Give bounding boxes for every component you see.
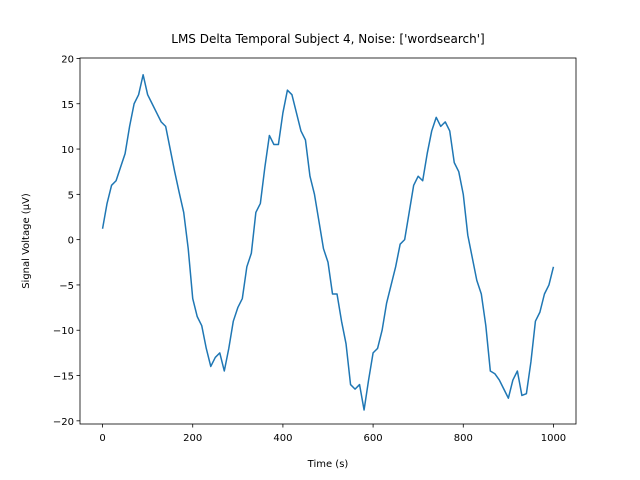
y-tick-label: −15 — [53, 372, 74, 383]
x-axis-label: Time (s) — [307, 459, 349, 470]
y-tick-label: 20 — [61, 54, 74, 65]
x-tick-label: 400 — [273, 433, 292, 444]
chart-title: LMS Delta Temporal Subject 4, Noise: ['w… — [171, 32, 484, 46]
x-tick-label: 200 — [183, 433, 202, 444]
y-axis-label: Signal Voltage (μV) — [21, 193, 32, 289]
y-tick-label: 15 — [61, 100, 74, 111]
y-tick-label: −20 — [53, 417, 74, 428]
y-tick-label: 0 — [68, 236, 74, 247]
x-tick-label: 1000 — [541, 433, 566, 444]
y-tick-label: −10 — [53, 326, 74, 337]
x-tick-label: 600 — [364, 433, 383, 444]
x-tick-label: 800 — [454, 433, 473, 444]
x-tick-label: 0 — [99, 433, 105, 444]
y-tick-label: 5 — [68, 190, 74, 201]
y-tick-label: 10 — [61, 145, 74, 156]
plot-frame — [79, 57, 577, 425]
data-line — [101, 74, 555, 411]
y-tick-label: −5 — [59, 281, 74, 292]
